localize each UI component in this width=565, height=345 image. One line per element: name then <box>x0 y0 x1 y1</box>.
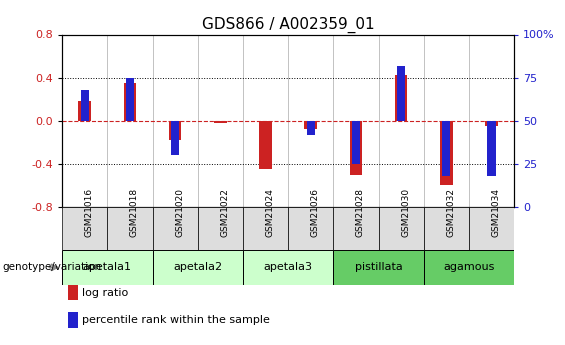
FancyBboxPatch shape <box>469 207 514 250</box>
Text: GSM21030: GSM21030 <box>401 188 410 237</box>
Bar <box>485 121 498 126</box>
Text: apetala3: apetala3 <box>264 263 312 272</box>
Bar <box>440 121 453 186</box>
FancyBboxPatch shape <box>424 250 514 285</box>
Bar <box>79 101 91 121</box>
Text: GSM21022: GSM21022 <box>220 188 229 237</box>
Bar <box>395 76 407 121</box>
FancyBboxPatch shape <box>62 207 107 250</box>
Bar <box>488 121 496 176</box>
Bar <box>126 78 134 121</box>
FancyBboxPatch shape <box>243 207 288 250</box>
Text: GSM21018: GSM21018 <box>130 188 139 237</box>
Bar <box>442 121 450 176</box>
Text: GSM21032: GSM21032 <box>446 188 455 237</box>
Text: pistillata: pistillata <box>355 263 402 272</box>
Text: GSM21020: GSM21020 <box>175 188 184 237</box>
FancyBboxPatch shape <box>62 250 153 285</box>
Bar <box>352 121 360 164</box>
FancyBboxPatch shape <box>288 207 333 250</box>
FancyBboxPatch shape <box>379 207 424 250</box>
FancyBboxPatch shape <box>153 207 198 250</box>
Bar <box>124 83 136 121</box>
Bar <box>171 121 179 155</box>
FancyBboxPatch shape <box>107 207 153 250</box>
Text: GSM21034: GSM21034 <box>492 188 501 237</box>
Text: GSM21028: GSM21028 <box>356 188 365 237</box>
FancyBboxPatch shape <box>198 207 243 250</box>
Text: log ratio: log ratio <box>82 288 128 297</box>
Bar <box>307 121 315 135</box>
Bar <box>397 66 405 121</box>
Text: percentile rank within the sample: percentile rank within the sample <box>82 315 270 325</box>
Title: GDS866 / A002359_01: GDS866 / A002359_01 <box>202 17 375 33</box>
Text: GSM21016: GSM21016 <box>85 188 94 237</box>
Text: agamous: agamous <box>444 263 494 272</box>
FancyBboxPatch shape <box>424 207 469 250</box>
Bar <box>305 121 317 129</box>
FancyBboxPatch shape <box>333 207 379 250</box>
Bar <box>214 121 227 123</box>
Text: genotype/variation: genotype/variation <box>3 263 102 272</box>
Text: apetala1: apetala1 <box>83 263 132 272</box>
Bar <box>169 121 181 140</box>
Text: GSM21026: GSM21026 <box>311 188 320 237</box>
Text: GSM21024: GSM21024 <box>266 188 275 237</box>
FancyBboxPatch shape <box>153 250 243 285</box>
Bar <box>81 90 89 121</box>
Text: apetala2: apetala2 <box>173 263 222 272</box>
Bar <box>259 121 272 169</box>
Bar <box>350 121 362 175</box>
FancyBboxPatch shape <box>243 250 333 285</box>
FancyBboxPatch shape <box>333 250 424 285</box>
